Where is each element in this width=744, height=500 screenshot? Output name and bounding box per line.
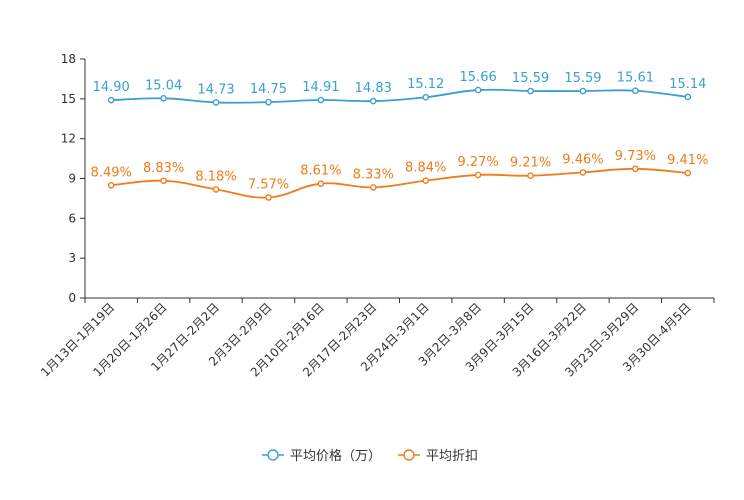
data-point[interactable] [684, 93, 692, 101]
data-label: 15.66 [460, 70, 497, 85]
data-label: 9.27% [457, 155, 498, 170]
data-label: 15.12 [407, 77, 444, 92]
data-point[interactable] [579, 169, 587, 176]
legend-marker-icon[interactable] [403, 449, 415, 461]
data-label: 8.49% [91, 165, 132, 180]
data-label: 14.90 [93, 80, 130, 95]
data-point[interactable] [265, 98, 272, 106]
data-label: 9.21% [510, 156, 551, 171]
data-point[interactable] [579, 87, 587, 95]
data-label: 15.59 [512, 71, 549, 86]
legend-marker-icon[interactable] [267, 449, 279, 461]
data-point[interactable] [632, 87, 639, 95]
data-point[interactable] [422, 93, 430, 101]
data-point[interactable] [632, 165, 639, 173]
data-point[interactable] [212, 186, 220, 193]
data-point[interactable] [369, 184, 377, 191]
data-point[interactable] [212, 99, 220, 106]
data-point[interactable] [317, 96, 325, 104]
y-tick-label: 12 [61, 132, 76, 146]
y-tick-label: 0 [68, 291, 76, 305]
data-point[interactable] [107, 96, 115, 104]
data-point[interactable] [527, 87, 534, 95]
legend-label[interactable]: 平均价格（万） [290, 448, 381, 464]
data-point[interactable] [107, 181, 115, 189]
y-tick-label: 18 [61, 52, 76, 66]
data-point[interactable] [317, 180, 325, 187]
data-label: 8.83% [143, 161, 184, 176]
y-tick-label: 9 [68, 172, 76, 186]
series-line-1 [111, 167, 688, 199]
data-label: 9.46% [562, 152, 603, 167]
data-label: 15.04 [145, 78, 182, 93]
series-line-0 [111, 88, 688, 104]
data-point[interactable] [265, 194, 272, 201]
data-label: 15.59 [564, 71, 601, 86]
data-point[interactable] [422, 177, 430, 184]
data-label: 9.41% [667, 153, 708, 168]
data-label: 8.18% [195, 169, 236, 184]
data-point[interactable] [160, 95, 167, 102]
data-label: 14.91 [302, 80, 339, 95]
data-point[interactable] [474, 171, 482, 179]
y-tick-label: 3 [68, 251, 76, 265]
data-point[interactable] [369, 97, 377, 105]
data-point[interactable] [684, 169, 692, 177]
data-point[interactable] [160, 177, 167, 185]
data-label: 8.61% [300, 164, 341, 179]
data-label: 15.14 [669, 77, 706, 92]
data-label: 9.73% [615, 149, 656, 164]
y-tick-label: 15 [61, 92, 76, 106]
data-label: 14.73 [197, 82, 234, 97]
data-label: 8.84% [405, 161, 446, 176]
legend-label[interactable]: 平均折扣 [426, 449, 478, 464]
data-label: 8.33% [353, 167, 394, 182]
data-label: 14.83 [355, 81, 392, 96]
data-label: 7.57% [248, 177, 289, 192]
data-point[interactable] [527, 172, 534, 180]
data-label: 15.61 [617, 71, 654, 86]
data-point[interactable] [474, 86, 482, 94]
y-tick-label: 6 [68, 211, 76, 225]
data-label: 14.75 [250, 82, 287, 97]
